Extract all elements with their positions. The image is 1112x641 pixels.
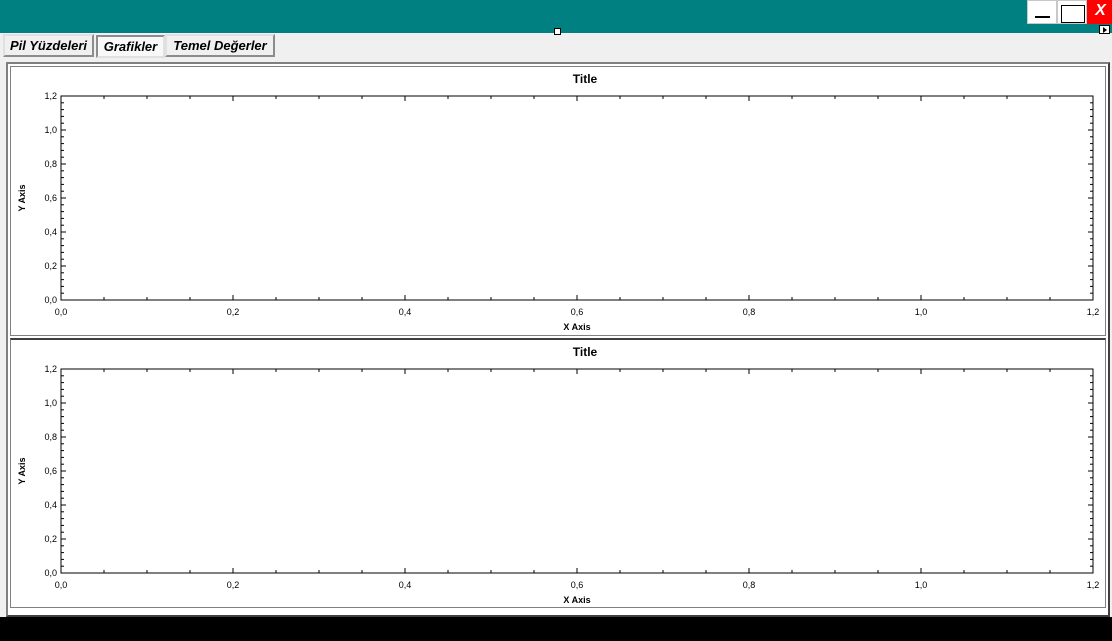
- close-button[interactable]: X: [1087, 0, 1112, 24]
- chart0-xtick-label: 0,8: [743, 307, 756, 317]
- chart1-xtick-label: 0,6: [571, 580, 584, 590]
- chart0-ytick-label: 0,4: [44, 227, 57, 237]
- chart1-ylabel: Y Axis: [17, 457, 27, 484]
- chart1-ytick-label: 1,0: [44, 398, 57, 408]
- chart0-ytick-label: 0,0: [44, 295, 57, 305]
- chart1-ytick-label: 1,2: [44, 364, 57, 374]
- chart1-xtick-label: 0,2: [227, 580, 240, 590]
- chart-bottom-svg: Title 0,0 0,2 0,4 0,6 0,8 1,0 1,2 0,0 0,2 0,4 0,6 0,…: [17, 345, 1100, 605]
- chart0-xtick-label: 0,4: [399, 307, 412, 317]
- chart-bottom: Title 0,0 0,2 0,4 0,6 0,8 1,0 1,2 0,0 0,2 0,4 0,6 0,…: [10, 338, 1106, 608]
- chart1-xtick-label: 0,8: [743, 580, 756, 590]
- chart0-ytick-label: 0,6: [44, 193, 57, 203]
- chart1-ytick-label: 0,4: [44, 500, 57, 510]
- chart0-ylabel: Y Axis: [17, 184, 27, 211]
- chart1-ytick-label: 0,0: [44, 568, 57, 578]
- chart-top-svg: Title 0,0 0,2 0,4 0,6 0,8 1,0 1,2 0,0 0,2 0,4 0,6 0,…: [17, 72, 1100, 332]
- chart1-xtick-label: 1,2: [1087, 580, 1100, 590]
- tab-grafikler[interactable]: Grafikler: [96, 35, 165, 58]
- charts-panel: Title 0,0 0,2 0,4 0,6 0,8 1,0 1,2 0,0 0,2 0,4 0,6 0,…: [6, 62, 1110, 617]
- maximize-icon[interactable]: [1057, 0, 1087, 24]
- chart1-title: Title: [573, 345, 598, 359]
- chart1-xtick-label: 1,0: [915, 580, 928, 590]
- chart0-ytick-label: 0,8: [44, 159, 57, 169]
- chart0-title: Title: [573, 72, 598, 86]
- chart0-ytick-label: 1,0: [44, 125, 57, 135]
- chart0-xtick-label: 1,2: [1087, 307, 1100, 317]
- chart0-xlabel: X Axis: [563, 322, 590, 332]
- title-bar[interactable]: [0, 0, 1112, 33]
- minimize-icon[interactable]: [1027, 0, 1057, 24]
- close-icon: X: [1095, 2, 1106, 19]
- chart-top: Title 0,0 0,2 0,4 0,6 0,8 1,0 1,2 0,0 0,2 0,4 0,6 0,…: [10, 66, 1106, 336]
- chart1-ytick-label: 0,6: [44, 466, 57, 476]
- tab-pil-yuzdeleri[interactable]: Pil Yüzdeleri: [3, 34, 94, 57]
- chart0-xtick-label: 0,6: [571, 307, 584, 317]
- chart1-ytick-label: 0,2: [44, 534, 57, 544]
- resize-handle[interactable]: [554, 28, 561, 35]
- chart0-xtick-label: 0,2: [227, 307, 240, 317]
- chart1-xtick-label: 0,4: [399, 580, 412, 590]
- chart0-ytick-label: 1,2: [44, 91, 57, 101]
- status-bar: [0, 617, 1112, 641]
- chart0-ytick-label: 0,2: [44, 261, 57, 271]
- tab-scroll-right-icon[interactable]: [1099, 25, 1110, 34]
- chart1-plot-frame: [60, 368, 1094, 574]
- tab-temel-degerler[interactable]: Temel Değerler: [165, 34, 275, 57]
- chart0-xtick-label: 1,0: [915, 307, 928, 317]
- chart1-xlabel: X Axis: [563, 595, 590, 605]
- chart1-xtick-label: 0,0: [55, 580, 68, 590]
- chart1-ytick-label: 0,8: [44, 432, 57, 442]
- chart0-plot-frame: [60, 95, 1094, 301]
- chart0-xtick-label: 0,0: [55, 307, 68, 317]
